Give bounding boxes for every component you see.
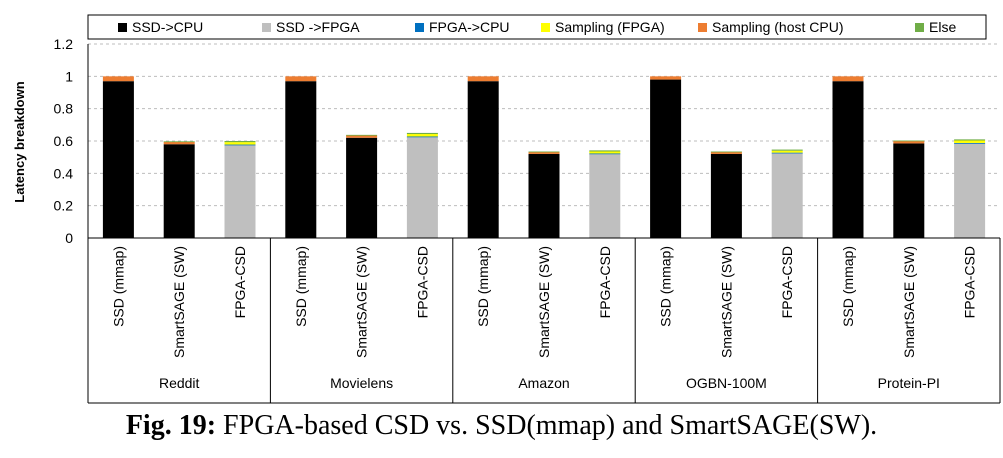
bar-segment xyxy=(832,81,864,238)
bar-segment xyxy=(954,143,986,238)
legend-label: Sampling (FPGA) xyxy=(555,19,665,35)
category-label: SSD (mmap) xyxy=(658,246,674,327)
legend-swatch xyxy=(541,23,550,32)
group-label: OGBN-100M xyxy=(686,375,767,391)
group-label: Protein-PI xyxy=(878,375,940,391)
group-label: Reddit xyxy=(159,375,200,391)
bar-segment xyxy=(954,140,986,143)
bar-segment xyxy=(710,153,742,238)
bar-segment xyxy=(954,139,986,141)
bar-segment xyxy=(771,152,803,154)
legend-label: FPGA->CPU xyxy=(429,19,510,35)
y-tick-label: 0.6 xyxy=(54,133,74,149)
y-tick-label: 1 xyxy=(65,68,73,84)
bar-segment xyxy=(710,151,742,153)
legend-label: SSD->CPU xyxy=(132,19,203,35)
bar-segment xyxy=(346,135,378,138)
bar-segment xyxy=(467,81,499,238)
bars xyxy=(102,76,986,238)
category-label: FPGA-CSD xyxy=(414,246,430,318)
bar-segment xyxy=(346,134,378,136)
bar-segment xyxy=(163,141,195,143)
category-label: SmartSAGE (SW) xyxy=(901,246,917,358)
bar-segment xyxy=(102,81,134,238)
bar-segment xyxy=(650,79,682,238)
bar-segment xyxy=(528,151,560,154)
bar-segment xyxy=(710,151,742,154)
bar-segment xyxy=(406,136,438,238)
category-label: FPGA-CSD xyxy=(779,246,795,318)
y-axis-label: Latency breakdown xyxy=(12,81,27,202)
legend-label: Else xyxy=(929,19,956,35)
caption-label: Fig. 19: xyxy=(125,410,217,441)
category-label: FPGA-CSD xyxy=(597,246,613,318)
y-tick-label: 0.8 xyxy=(54,101,74,117)
bar-segment xyxy=(406,134,438,137)
bar-segment xyxy=(771,153,803,238)
category-label: FPGA-CSD xyxy=(232,246,248,318)
legend-swatch xyxy=(915,23,924,32)
legend-box xyxy=(87,14,987,40)
legend-swatch xyxy=(262,23,271,32)
bar-segment xyxy=(346,137,378,238)
bar-segment xyxy=(406,136,438,138)
bar-segment xyxy=(832,76,864,82)
bar-segment xyxy=(224,145,256,238)
bar-segment xyxy=(771,149,803,151)
bar-segment xyxy=(285,76,317,82)
bar-segment xyxy=(893,143,925,238)
bar-segment xyxy=(528,153,560,238)
category-label: SmartSAGE (SW) xyxy=(354,246,370,358)
bar-segment xyxy=(650,76,682,80)
figure-caption: Fig. 19: FPGA-based CSD vs. SSD(mmap) an… xyxy=(0,410,1003,442)
category-label: FPGA-CSD xyxy=(962,246,978,318)
bar-segment xyxy=(893,141,925,144)
category-label: SSD (mmap) xyxy=(475,246,491,327)
bar-segment xyxy=(102,76,134,82)
category-label: SmartSAGE (SW) xyxy=(171,246,187,358)
bar-segment xyxy=(589,153,621,238)
category-label: SSD (mmap) xyxy=(110,246,126,327)
bar-segment xyxy=(954,142,986,144)
legend-swatch xyxy=(698,23,707,32)
bar-segment xyxy=(224,142,256,145)
legend-swatch xyxy=(118,23,127,32)
bar-segment xyxy=(893,140,925,142)
legend: SSD->CPU SSD ->FPGA FPGA->CPU Sampling (FPG… xyxy=(87,14,987,40)
caption-text: FPGA-based CSD vs. SSD(mmap) and SmartSA… xyxy=(216,410,878,441)
y-tick-label: 0 xyxy=(65,230,73,246)
bar-segment xyxy=(285,81,317,238)
category-label: SmartSAGE (SW) xyxy=(718,246,734,358)
bar-segment xyxy=(406,132,438,135)
bar-segment xyxy=(589,153,621,155)
category-label: SSD (mmap) xyxy=(840,246,856,327)
bar-segment xyxy=(224,144,256,146)
y-tick-label: 0.2 xyxy=(54,198,74,214)
category-label: SmartSAGE (SW) xyxy=(536,246,552,358)
bar-segment xyxy=(163,144,195,238)
category-label: SSD (mmap) xyxy=(293,246,309,327)
bar-segment xyxy=(163,141,195,145)
y-tick-label: 1.2 xyxy=(54,36,74,52)
legend-swatch xyxy=(415,23,424,32)
group-label: Movielens xyxy=(330,375,393,391)
chart: SSD->CPU SSD ->FPGA FPGA->CPU Sampling (FPG… xyxy=(12,14,1001,404)
legend-label: Sampling (host CPU) xyxy=(712,19,844,35)
bar-segment xyxy=(771,150,803,153)
legend-label: SSD ->FPGA xyxy=(276,19,360,35)
bar-segment xyxy=(224,141,256,143)
bar-segment xyxy=(467,76,499,82)
group-label: Amazon xyxy=(518,375,569,391)
bar-segment xyxy=(589,151,621,154)
axes: 0 0.2 0.4 0.6 0.8 1 1.2 Reddit SSD (mmap) SmartSA… xyxy=(54,36,1001,404)
bar-segment xyxy=(528,151,560,153)
y-tick-label: 0.4 xyxy=(54,165,74,181)
bar-segment xyxy=(589,150,621,152)
